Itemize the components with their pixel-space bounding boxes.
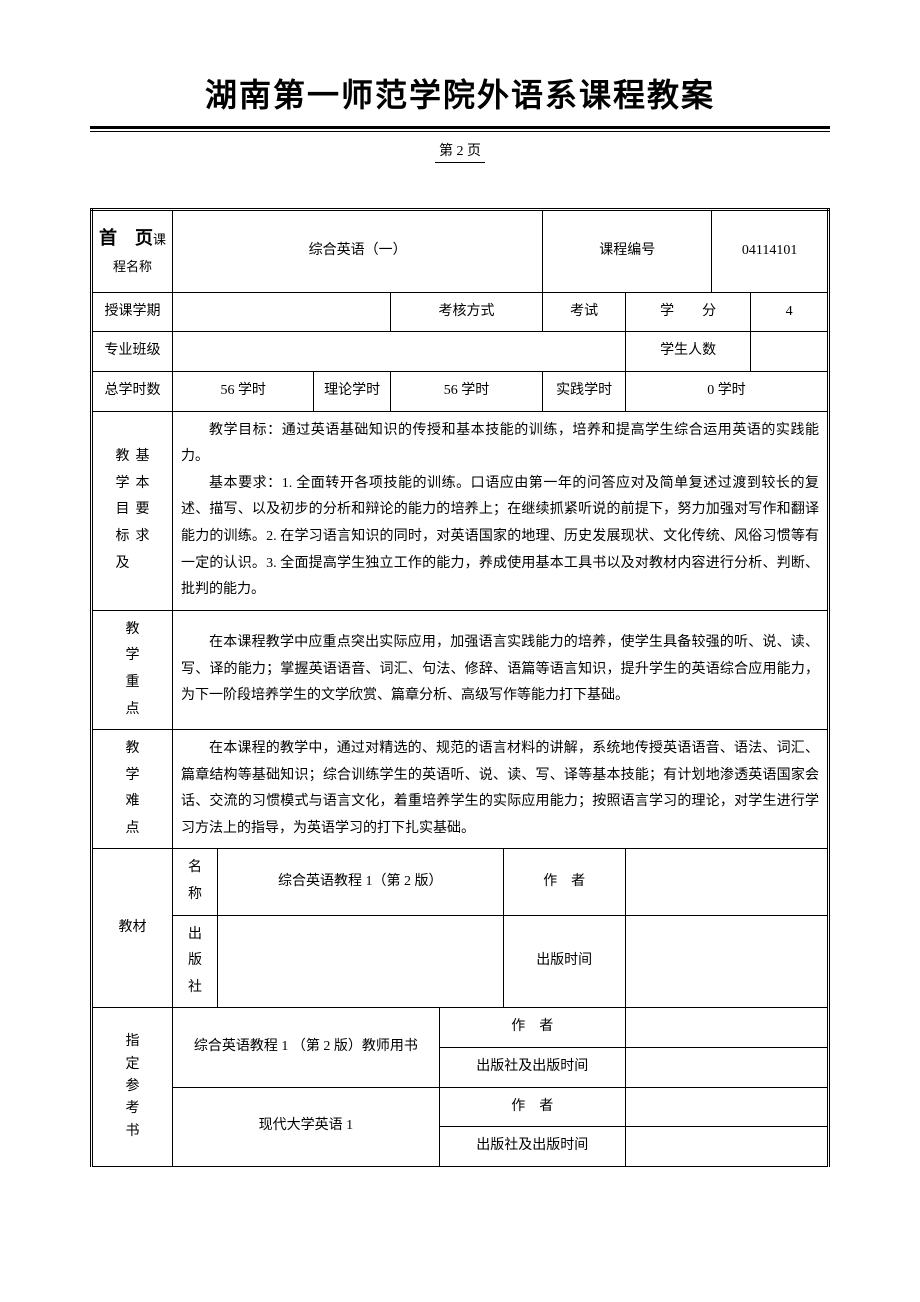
ref1-author-value: [625, 1008, 828, 1048]
course-code: 04114101: [712, 210, 829, 293]
theory-hours-value: 56 学时: [390, 371, 542, 411]
diff-l-1: 学: [126, 763, 140, 790]
assess-value: 考试: [543, 292, 626, 332]
title-underline: [90, 126, 830, 132]
ref-l-3: 考: [126, 1098, 140, 1120]
credit-label: 学 分: [625, 292, 750, 332]
focus-p: 在本课程教学中应重点突出实际应用，加强语言实践能力的培养，使学生具备较强的听、说…: [181, 630, 819, 710]
term-label: 授课学期: [92, 292, 173, 332]
focus-l-1: 学: [126, 643, 140, 670]
textbook-name-value: 综合英语教程 1（第 2 版）: [217, 849, 503, 915]
course-name: 综合英语（一）: [173, 210, 543, 293]
textbook-pubtime-label: 出版时间: [503, 915, 625, 1008]
practice-hours-value: 0 学时: [625, 371, 828, 411]
diff-l-3: 点: [126, 816, 140, 843]
obj-l2-2: 要: [136, 497, 150, 524]
assess-label: 考核方式: [390, 292, 542, 332]
objectives-p1: 教学目标：通过英语基础知识的传授和基本技能的训练，培养和提高学生综合运用英语的实…: [181, 418, 819, 471]
class-value: [173, 332, 626, 372]
focus-text: 在本课程教学中应重点突出实际应用，加强语言实践能力的培养，使学生具备较强的听、说…: [173, 610, 829, 729]
textbook-publisher-label: 出版社: [173, 915, 218, 1008]
students-label: 学生人数: [625, 332, 750, 372]
obj-l1-2: 目: [116, 497, 130, 524]
textbook-publisher-value: [217, 915, 503, 1008]
ref-l-0: 指: [126, 1031, 140, 1053]
students-value: [751, 332, 829, 372]
diff-l-2: 难: [126, 789, 140, 816]
obj-l1-0: 教: [116, 444, 130, 471]
obj-l2-0: 基: [136, 444, 150, 471]
first-heading-sub: 程名称: [113, 259, 152, 274]
objectives-p2: 基本要求：1. 全面转开各项技能的训练。口语应由第一年的问答应对及简单复述过渡到…: [181, 471, 819, 604]
ref1-pubinfo-value: [625, 1048, 828, 1088]
obj-l1-1: 学: [116, 471, 130, 498]
ref1-author-label: 作 者: [439, 1008, 625, 1048]
textbook-pubtime-value: [625, 915, 828, 1008]
ref-l-1: 定: [126, 1054, 140, 1076]
page-number: 第 2 页: [435, 140, 485, 163]
focus-l-0: 教: [126, 617, 140, 644]
objectives-label: 教 学 目 标 及 基 本 要 求: [92, 411, 173, 610]
ref2-name: 现代大学英语 1: [173, 1087, 440, 1166]
theory-hours-label: 理论学时: [314, 371, 390, 411]
ref2-pubinfo-label: 出版社及出版时间: [439, 1127, 625, 1167]
textbook-section-label: 教材: [92, 849, 173, 1008]
ref2-author-value: [625, 1087, 828, 1127]
ref-l-4: 书: [126, 1121, 140, 1143]
references-section-label: 指 定 参 考 书: [92, 1008, 173, 1166]
ref2-pubinfo-value: [625, 1127, 828, 1167]
difficulty-label: 教 学 难 点: [92, 730, 173, 849]
obj-l2-1: 本: [136, 471, 150, 498]
ref2-author-label: 作 者: [439, 1087, 625, 1127]
obj-l2-3: 求: [136, 524, 150, 551]
course-code-label: 课程编号: [543, 210, 712, 293]
obj-l1-3: 标: [116, 524, 130, 551]
first-heading-cell: 首 页课 程名称: [92, 210, 173, 293]
diff-l-0: 教: [126, 736, 140, 763]
focus-l-2: 重: [126, 670, 140, 697]
page-indicator: 第 2 页: [90, 140, 830, 163]
obj-l1-4: 及: [116, 551, 130, 578]
textbook-author-value: [625, 849, 828, 915]
focus-label: 教 学 重 点: [92, 610, 173, 729]
total-hours-value: 56 学时: [173, 371, 314, 411]
focus-l-3: 点: [126, 697, 140, 724]
total-hours-label: 总学时数: [92, 371, 173, 411]
difficulty-text: 在本课程的教学中，通过对精选的、规范的语言材料的讲解，系统地传授英语语音、语法、…: [173, 730, 829, 849]
textbook-author-label: 作 者: [503, 849, 625, 915]
ref1-pubinfo-label: 出版社及出版时间: [439, 1048, 625, 1088]
first-heading-sub-inline: 课: [153, 232, 166, 247]
credit-value: 4: [751, 292, 829, 332]
ref1-name: 综合英语教程 1 （第 2 版）教师用书: [173, 1008, 440, 1087]
objectives-text: 教学目标：通过英语基础知识的传授和基本技能的训练，培养和提高学生综合运用英语的实…: [173, 411, 829, 610]
practice-hours-label: 实践学时: [543, 371, 626, 411]
class-label: 专业班级: [92, 332, 173, 372]
ref-l-2: 参: [126, 1076, 140, 1098]
lesson-plan-table: 首 页课 程名称 综合英语（一） 课程编号 04114101 授课学期 考核方式…: [90, 208, 830, 1167]
first-heading: 首 页: [99, 228, 153, 248]
document-title: 湖南第一师范学院外语系课程教案: [90, 70, 830, 116]
difficulty-p: 在本课程的教学中，通过对精选的、规范的语言材料的讲解，系统地传授英语语音、语法、…: [181, 736, 819, 842]
textbook-name-label: 名称: [173, 849, 218, 915]
term-value: [173, 292, 391, 332]
